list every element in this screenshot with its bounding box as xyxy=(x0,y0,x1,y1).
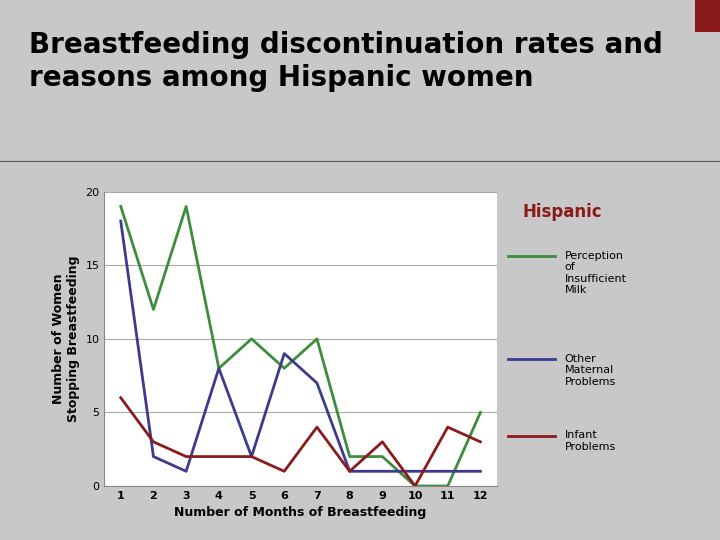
Text: Breastfeeding discontinuation rates and
reasons among Hispanic women: Breastfeeding discontinuation rates and … xyxy=(29,31,662,92)
Text: Other
Maternal
Problems: Other Maternal Problems xyxy=(564,354,616,387)
Text: Hispanic: Hispanic xyxy=(523,204,603,221)
Bar xyxy=(695,0,720,32)
Y-axis label: Number of Women
Stopping Breastfeeding: Number of Women Stopping Breastfeeding xyxy=(52,255,80,422)
Text: Infant
Problems: Infant Problems xyxy=(564,430,616,451)
Text: Perception
of
Insufficient
Milk: Perception of Insufficient Milk xyxy=(564,251,627,295)
X-axis label: Number of Months of Breastfeeding: Number of Months of Breastfeeding xyxy=(174,507,427,519)
